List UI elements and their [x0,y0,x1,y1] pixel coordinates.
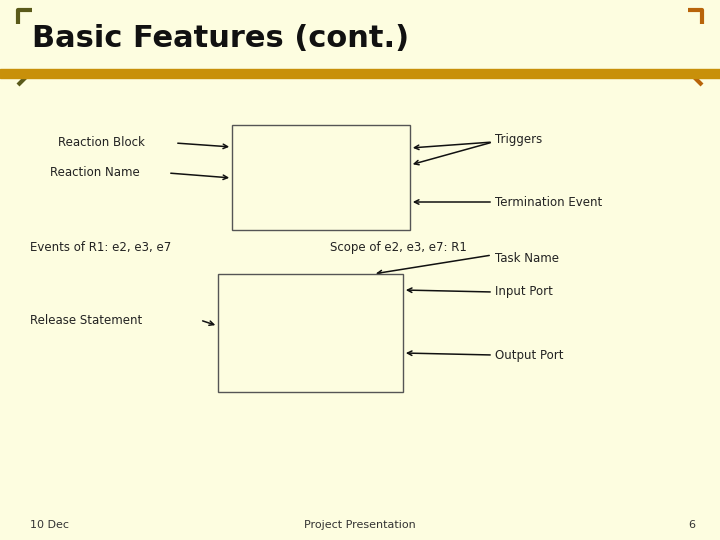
Bar [0,69,720,78]
Text: 10 Dec: 10 Dec [30,520,69,530]
Text: }: } [224,348,236,358]
Text: Reaction Name: Reaction Name [50,166,140,179]
Text: Basic Features (cont.): Basic Features (cont.) [32,24,409,53]
Text: when: when [238,315,269,325]
Text: [e3]: [e3] [275,332,307,341]
Text: Input Port: Input Port [495,286,553,299]
FancyBboxPatch shape [232,125,410,230]
Text: Termination Event: Termination Event [495,195,602,208]
Text: R3;: R3; [344,332,363,341]
Text: when: when [252,150,283,159]
Text: R3;: R3; [358,166,377,176]
Text: Project Presentation: Project Presentation [304,520,416,530]
Text: Triggers: Triggers [495,133,542,146]
Text: when: when [244,332,275,341]
Text: [e7];: [e7]; [268,348,305,358]
Text: 6: 6 [688,520,695,530]
Text: when: when [258,166,289,176]
FancyBboxPatch shape [218,274,403,392]
Text: }: } [238,183,251,192]
Text: until: until [251,183,282,192]
Text: react: react [315,150,352,159]
Text: (i1) (o1);: (i1) (o1); [303,299,365,308]
Text: until: until [237,348,268,358]
Text: R2;: R2; [352,150,371,159]
Text: release: release [234,299,284,308]
Text: react: react [238,133,276,143]
Text: react: react [301,315,338,325]
Text: [e2]: [e2] [269,315,300,325]
Text: R1 {: R1 { [276,133,300,143]
Text: Scope of e2, e3, e7: R1: Scope of e2, e3, e7: R1 [330,240,467,253]
Text: Release Statement: Release Statement [30,314,143,327]
Text: t1: t1 [284,299,303,308]
Text: react: react [224,282,261,292]
Text: [e3]: [e3] [289,166,320,176]
Text: [e2]: [e2] [283,150,315,159]
Text: R2;: R2; [338,315,357,325]
Text: R1 {: R1 { [261,282,287,292]
Text: react: react [320,166,358,176]
Text: react: react [307,332,344,341]
Text: [e7];: [e7]; [282,183,320,192]
Text: Output Port: Output Port [495,348,564,361]
Text: Task Name: Task Name [495,252,559,265]
Text: Reaction Block: Reaction Block [58,137,145,150]
Text: Events of R1: e2, e3, e7: Events of R1: e2, e3, e7 [30,240,171,253]
